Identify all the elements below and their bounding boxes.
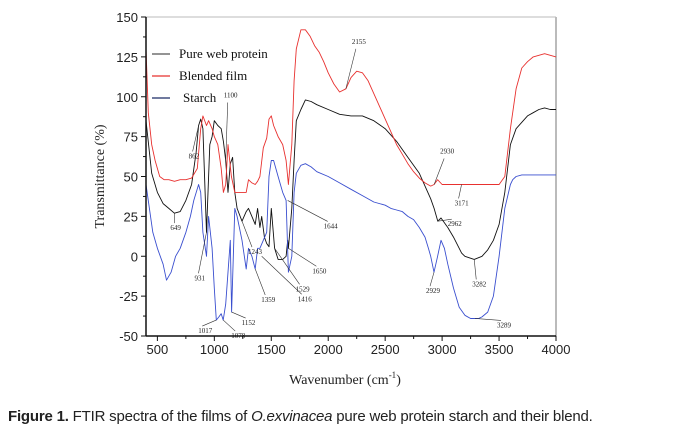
legend-label: Pure web protein bbox=[179, 46, 268, 61]
annotation-leader bbox=[437, 218, 452, 222]
annotation-leader bbox=[231, 311, 246, 319]
caption-label: Figure 1. bbox=[8, 408, 69, 425]
caption-text-after: pure web protein starch and their blend. bbox=[332, 408, 593, 425]
annotation-leader bbox=[429, 272, 435, 287]
annotation-leader bbox=[261, 256, 302, 295]
annotation-leader bbox=[475, 318, 502, 321]
caption-species: O.exvinacea bbox=[251, 408, 333, 425]
x-tick-label: 1000 bbox=[200, 342, 229, 357]
x-tick-label: 3500 bbox=[485, 342, 514, 357]
annotation-label: 1152 bbox=[242, 319, 256, 327]
x-tick-label: 4000 bbox=[542, 342, 571, 357]
x-tick-label: 3000 bbox=[428, 342, 457, 357]
y-tick-label: 75 bbox=[124, 130, 138, 145]
x-tick-label: 1500 bbox=[257, 342, 286, 357]
y-axis-title: Transmittance (%) bbox=[93, 124, 108, 228]
annotation-label: 931 bbox=[194, 274, 205, 282]
annotation-leader bbox=[433, 158, 445, 185]
y-tick-label: -25 bbox=[119, 289, 138, 304]
x-axis-title: Wavenumber (cm-1) bbox=[289, 370, 401, 388]
annotation-label: 1359 bbox=[261, 296, 276, 304]
annotation-label: 2930 bbox=[440, 147, 455, 155]
annotation-label: 2962 bbox=[448, 220, 463, 228]
y-tick-label: -50 bbox=[119, 329, 138, 344]
annotation-leader bbox=[202, 319, 217, 327]
y-tick-label: 0 bbox=[131, 249, 138, 264]
annotation-leader bbox=[345, 48, 357, 89]
annotation-leader bbox=[241, 221, 253, 248]
y-tick-label: 25 bbox=[124, 209, 138, 224]
x-axis-title-sup: -1 bbox=[389, 370, 397, 380]
annotation-leader bbox=[274, 248, 300, 285]
annotation-leader bbox=[254, 268, 266, 296]
annotation-label: 3171 bbox=[455, 199, 470, 207]
annotation-label: 3289 bbox=[497, 321, 512, 329]
annotation-leader bbox=[223, 319, 236, 332]
y-tick-label: 125 bbox=[116, 50, 138, 65]
annotation-label: 2929 bbox=[426, 287, 441, 295]
x-axis-title-main: Wavenumber (cm bbox=[289, 373, 389, 388]
annotation-label: 1243 bbox=[248, 248, 263, 256]
annotation-leader bbox=[473, 259, 477, 280]
annotation-leader bbox=[287, 200, 328, 222]
x-tick-label: 500 bbox=[147, 342, 169, 357]
annotation-label: 1650 bbox=[312, 267, 327, 275]
y-tick-label: 150 bbox=[116, 10, 138, 25]
annotation-label: 862 bbox=[189, 152, 200, 160]
axes-layer: 150 125 100 75 50 25 0 -25 -50 500 1000 1500 2000 250… bbox=[116, 10, 570, 357]
annotation-label: 649 bbox=[170, 224, 181, 232]
annotation-label: 1416 bbox=[298, 295, 313, 303]
annotation-label: 1017 bbox=[198, 327, 213, 335]
x-tick-label: 2000 bbox=[314, 342, 343, 357]
series-line-blended-film bbox=[145, 29, 557, 193]
annotation-leader bbox=[192, 125, 199, 152]
annotation-leader bbox=[288, 248, 317, 267]
legend: Pure web protein Blended film Starch bbox=[152, 46, 268, 105]
annotation-label: 3282 bbox=[472, 280, 487, 288]
annotation-label: 1100 bbox=[224, 92, 238, 100]
legend-label: Starch bbox=[183, 90, 217, 105]
series-line-pure-web-protein bbox=[145, 99, 556, 260]
annotation-leader bbox=[198, 232, 207, 274]
annotation-label: 1644 bbox=[324, 222, 339, 230]
annotation-label: 2155 bbox=[352, 38, 367, 46]
annotation-leader bbox=[225, 102, 229, 161]
y-tick-label: 100 bbox=[116, 90, 138, 105]
plot-frame bbox=[146, 16, 557, 336]
caption-text-before: FTIR spectra of the films of bbox=[68, 408, 252, 425]
x-axis-title-end: ) bbox=[396, 373, 401, 388]
y-tick-label: 50 bbox=[124, 170, 138, 185]
annotation-label: 1529 bbox=[296, 285, 311, 293]
legend-label: Blended film bbox=[179, 68, 247, 83]
figure-caption: Figure 1. FTIR spectra of the films of O… bbox=[8, 408, 668, 425]
x-tick-label: 2500 bbox=[371, 342, 400, 357]
annotation-leader bbox=[458, 184, 462, 199]
